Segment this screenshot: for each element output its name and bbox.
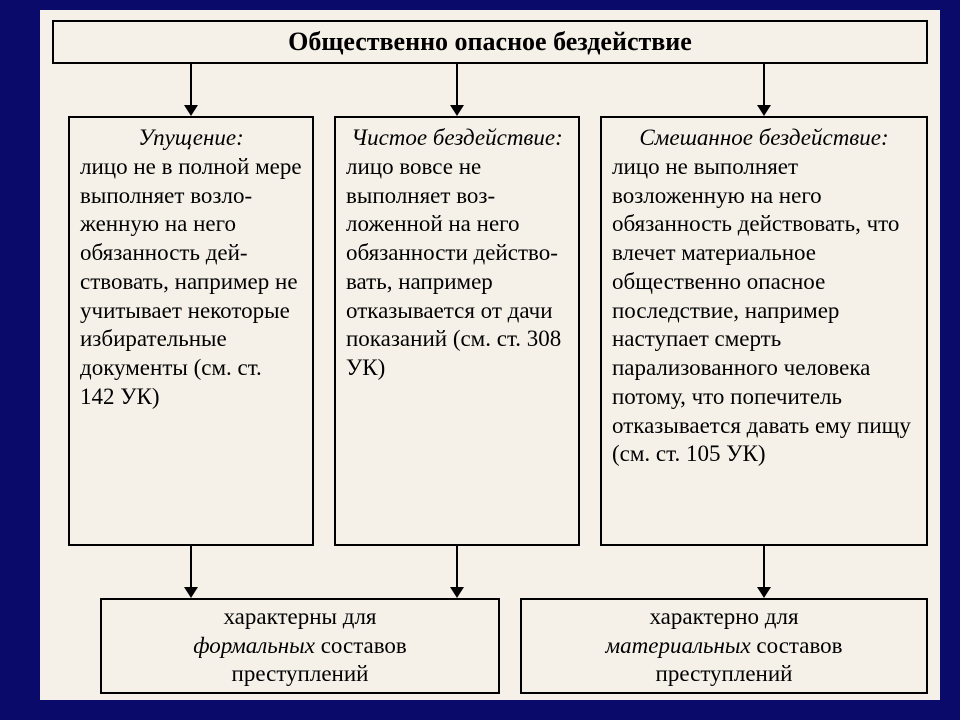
footer-1-pre: характерно для bbox=[649, 603, 798, 632]
footer-1-mid: материальных составов bbox=[605, 632, 842, 661]
footer-1-line3: преступлений bbox=[656, 660, 793, 689]
cell-2-title: Смешанное бездействие: bbox=[612, 124, 916, 153]
footer-0-em: формальных bbox=[193, 633, 315, 658]
footer-1-post: составов bbox=[751, 633, 843, 658]
cell-2: Смешанное бездействие: лицо не выполняет… bbox=[600, 116, 928, 546]
header-title: Общественно опасное бездействие bbox=[288, 27, 692, 57]
cell-0-title: Упущение: bbox=[80, 124, 302, 153]
footer-0-line3: преступлений bbox=[232, 660, 369, 689]
footer-0: характерны для формальных составов прест… bbox=[100, 598, 500, 694]
footer-1: характерно для материальных составов пре… bbox=[520, 598, 928, 694]
cell-0: Упущение: лицо не в пол­ной мере вы­полн… bbox=[68, 116, 314, 546]
footer-1-em: материальных bbox=[605, 633, 750, 658]
cell-0-body: лицо не в пол­ной мере вы­полняет возло­… bbox=[80, 153, 302, 412]
cell-1-title: Чистое бездействие: bbox=[346, 124, 568, 153]
footer-0-mid: формальных составов bbox=[193, 632, 407, 661]
cell-1: Чистое бездействие: лицо вовсе не выполн… bbox=[334, 116, 580, 546]
cell-1-body: лицо вовсе не выполняет воз­ложенной на … bbox=[346, 153, 568, 383]
footer-0-pre: характерны для bbox=[223, 603, 376, 632]
header-box: Общественно опасное бездействие bbox=[52, 20, 928, 64]
footer-0-post: составов bbox=[315, 633, 407, 658]
cell-2-body: лицо не выполняет возложенную на него об… bbox=[612, 153, 916, 469]
